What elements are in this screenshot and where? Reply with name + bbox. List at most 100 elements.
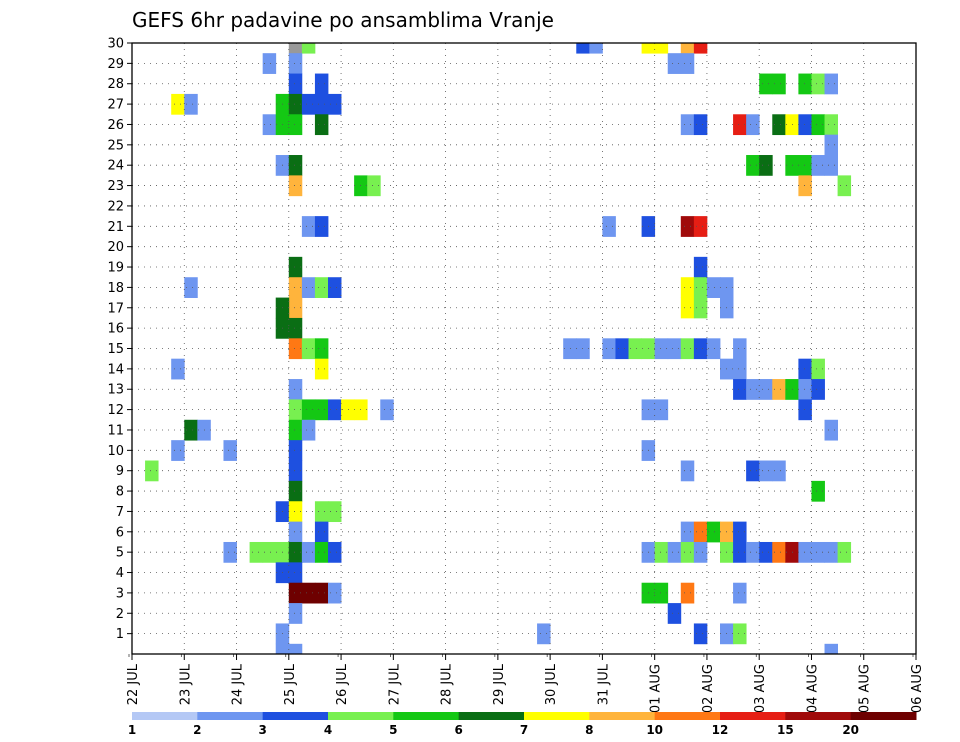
- heatmap-cell: [576, 338, 590, 360]
- heatmap-cell: [184, 93, 198, 115]
- colorbar-label: 2: [193, 723, 201, 737]
- heatmap-cell: [301, 541, 316, 563]
- y-tick-label: 18: [107, 281, 124, 296]
- heatmap-cell: [680, 216, 695, 237]
- heatmap-cell: [288, 379, 303, 400]
- y-tick-label: 28: [107, 77, 124, 92]
- y-tick-label: 16: [107, 322, 124, 337]
- heatmap-cell: [693, 541, 708, 563]
- colorbar-label: 6: [454, 723, 462, 737]
- heatmap-cell: [314, 338, 329, 360]
- heatmap-cell: [328, 541, 342, 563]
- heatmap-cell: [733, 114, 747, 136]
- chart-title: GEFS 6hr padavine po ansamblima Vranje: [132, 8, 554, 32]
- heatmap-cell: [301, 216, 316, 237]
- heatmap-cell: [746, 114, 760, 136]
- heatmap-cell: [811, 358, 825, 380]
- heatmap-cell: [602, 338, 616, 360]
- heatmap-cell: [693, 521, 708, 543]
- heatmap-cell: [693, 256, 708, 278]
- heatmap-cell: [680, 460, 695, 482]
- heatmap-cell: [288, 399, 303, 421]
- y-tick-label: 23: [107, 179, 124, 194]
- x-tick-label: 02 AUG: [701, 664, 716, 713]
- heatmap-cell: [288, 643, 303, 655]
- heatmap-cell: [288, 114, 303, 136]
- heatmap-cell: [667, 53, 682, 74]
- heatmap-cell: [602, 216, 616, 237]
- heatmap-cell: [275, 643, 290, 655]
- heatmap-cell: [314, 582, 329, 604]
- heatmap-cell: [693, 216, 708, 237]
- y-tick-label: 14: [107, 362, 124, 377]
- heatmap-cell: [288, 93, 303, 115]
- heatmap-cell: [641, 43, 656, 54]
- heatmap-cell: [262, 541, 277, 563]
- heatmap-cell: [759, 155, 773, 176]
- heatmap-cell: [811, 73, 825, 95]
- heatmap-cell: [772, 73, 786, 95]
- x-tick-label: 23 JUL: [178, 663, 193, 705]
- y-tick-label: 11: [107, 423, 124, 438]
- y-tick-label: 6: [116, 525, 124, 540]
- heatmap-cell: [171, 358, 185, 380]
- heatmap-cell: [746, 460, 760, 482]
- heatmap-cell: [301, 419, 316, 441]
- heatmap-cell: [288, 317, 303, 339]
- x-tick-label: 22 JUL: [126, 663, 141, 705]
- x-tick-label: 31 JUL: [596, 663, 611, 705]
- heatmap-cell: [314, 358, 329, 380]
- colorbar-swatch: [458, 712, 525, 720]
- heatmap-cell: [288, 603, 303, 624]
- heatmap-cell: [733, 541, 747, 563]
- heatmap-cell: [759, 541, 773, 563]
- heatmap-cell: [654, 541, 669, 563]
- heatmap-cell: [772, 114, 786, 136]
- heatmap-cell: [288, 256, 303, 278]
- colorbar-swatch: [850, 712, 917, 720]
- y-tick-label: 4: [116, 566, 124, 581]
- heatmap-cell: [301, 582, 316, 604]
- y-tick-label: 30: [107, 37, 124, 52]
- colorbar-swatch: [524, 712, 590, 720]
- y-tick-label: 27: [107, 98, 124, 113]
- y-tick-label: 1: [116, 627, 124, 642]
- x-tick-label: 27 JUL: [387, 663, 402, 705]
- heatmap-cell: [811, 155, 825, 176]
- heatmap-cell: [301, 277, 316, 298]
- heatmap-cell: [798, 175, 812, 197]
- heatmap-cell: [680, 277, 695, 298]
- y-tick-label: 21: [107, 220, 124, 235]
- colorbar-swatch: [262, 712, 329, 720]
- heatmap-cell: [314, 501, 329, 523]
- heatmap-cell: [733, 358, 747, 380]
- heatmap-cell: [537, 623, 551, 645]
- heatmap-cell: [693, 277, 708, 298]
- heatmap-cell: [798, 399, 812, 421]
- heatmap-cell: [249, 541, 264, 563]
- heatmap-cell: [837, 541, 852, 563]
- heatmap-cell: [811, 379, 825, 400]
- heatmap-cell: [759, 379, 773, 400]
- x-tick-label: 29 JUL: [492, 663, 507, 705]
- colorbar-swatch: [785, 712, 852, 720]
- heatmap-cell: [798, 379, 812, 400]
- y-tick-label: 24: [107, 159, 124, 174]
- y-tick-label: 10: [107, 444, 124, 459]
- colorbar-label: 8: [585, 723, 593, 737]
- heatmap-cell: [798, 155, 812, 176]
- heatmap-cell: [314, 114, 329, 136]
- x-tick-label: 06 AUG: [910, 664, 925, 713]
- heatmap-cell: [184, 277, 198, 298]
- colorbar-swatch: [589, 712, 656, 720]
- heatmap-cell: [706, 338, 721, 360]
- x-tick-label: 30 JUL: [544, 663, 559, 705]
- heatmap-cell: [288, 155, 303, 176]
- y-tick-label: 3: [116, 586, 124, 601]
- heatmap-cell: [288, 582, 303, 604]
- x-tick-label: 25 JUL: [283, 663, 298, 705]
- y-tick-label: 15: [107, 342, 124, 357]
- heatmap-cell: [314, 541, 329, 563]
- heatmap-cell: [328, 399, 342, 421]
